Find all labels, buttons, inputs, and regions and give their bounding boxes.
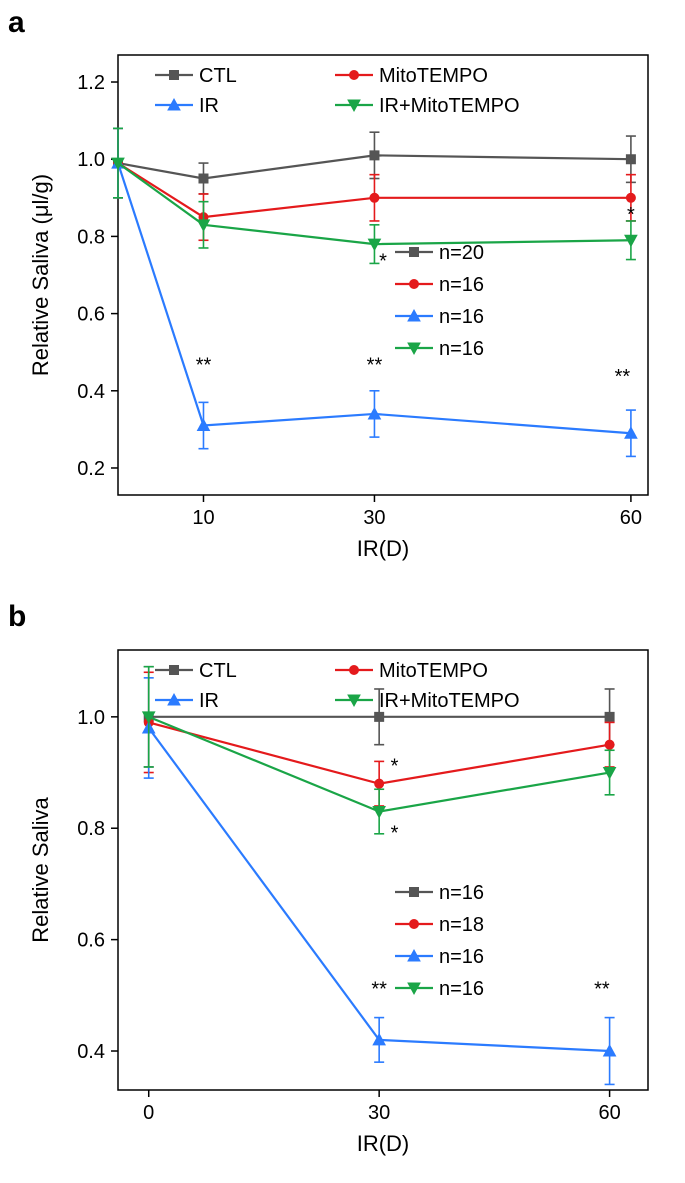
legend-label: IR <box>199 690 219 712</box>
legend-n-label: n=20 <box>439 242 484 264</box>
legend-label: CTL <box>199 65 237 87</box>
svg-text:60: 60 <box>620 507 642 529</box>
chart-b: 0.40.60.81.003060IR(D)Relative Saliva***… <box>0 0 685 1183</box>
legend-label: MitoTEMPO <box>379 65 488 87</box>
svg-text:30: 30 <box>363 507 385 529</box>
legend-n-label: n=16 <box>439 274 484 296</box>
panel-label-a: a <box>8 6 25 40</box>
svg-text:0.2: 0.2 <box>77 458 105 480</box>
legend-n-label: n=16 <box>439 978 484 1000</box>
svg-text:10: 10 <box>192 507 214 529</box>
y-axis-label: Relative Saliva (μl/g) <box>28 174 53 376</box>
annotation: ** <box>367 354 383 376</box>
annotation: * <box>391 822 399 844</box>
svg-text:0.8: 0.8 <box>77 818 105 840</box>
legend-label: IR+MitoTEMPO <box>379 690 520 712</box>
annotation: ** <box>371 978 387 1000</box>
annotation: * <box>627 204 635 226</box>
legend-n-label: n=16 <box>439 946 484 968</box>
svg-text:0.8: 0.8 <box>77 226 105 248</box>
x-axis-label: IR(D) <box>357 1131 410 1156</box>
y-axis-label: Relative Saliva <box>28 796 53 942</box>
svg-text:0.6: 0.6 <box>77 930 105 952</box>
annotation: * <box>379 250 387 272</box>
figure-root: a 0.2 0.4 0.6 0.8 1.0 1.2 10 30 60 IR(D) Relative S… <box>0 0 685 1183</box>
legend-label: CTL <box>199 660 237 682</box>
legend-label: IR+MitoTEMPO <box>379 95 520 117</box>
legend-n-label: n=16 <box>439 338 484 360</box>
annotation: ** <box>594 978 610 1000</box>
x-axis-label: IR(D) <box>357 536 410 561</box>
legend-n-label: n=18 <box>439 914 484 936</box>
legend-n-label: n=16 <box>439 306 484 328</box>
svg-text:1.2: 1.2 <box>77 72 105 94</box>
annotation: ** <box>196 354 212 376</box>
chart-a: 0.2 0.4 0.6 0.8 1.0 1.2 10 30 60 IR(D) Relative Sa… <box>0 0 685 1183</box>
legend-n-label: n=16 <box>439 882 484 904</box>
annotation: * <box>391 756 399 778</box>
legend-label: MitoTEMPO <box>379 660 488 682</box>
svg-text:30: 30 <box>368 1102 390 1124</box>
svg-text:0.6: 0.6 <box>77 304 105 326</box>
panel-label-b: b <box>8 600 26 634</box>
legend-label: IR <box>199 95 219 117</box>
svg-text:0: 0 <box>143 1102 154 1124</box>
svg-text:1.0: 1.0 <box>77 707 105 729</box>
svg-text:60: 60 <box>598 1102 620 1124</box>
annotation: ** <box>615 366 631 388</box>
svg-text:0.4: 0.4 <box>77 1041 105 1063</box>
svg-text:1.0: 1.0 <box>77 149 105 171</box>
svg-text:0.4: 0.4 <box>77 381 105 403</box>
